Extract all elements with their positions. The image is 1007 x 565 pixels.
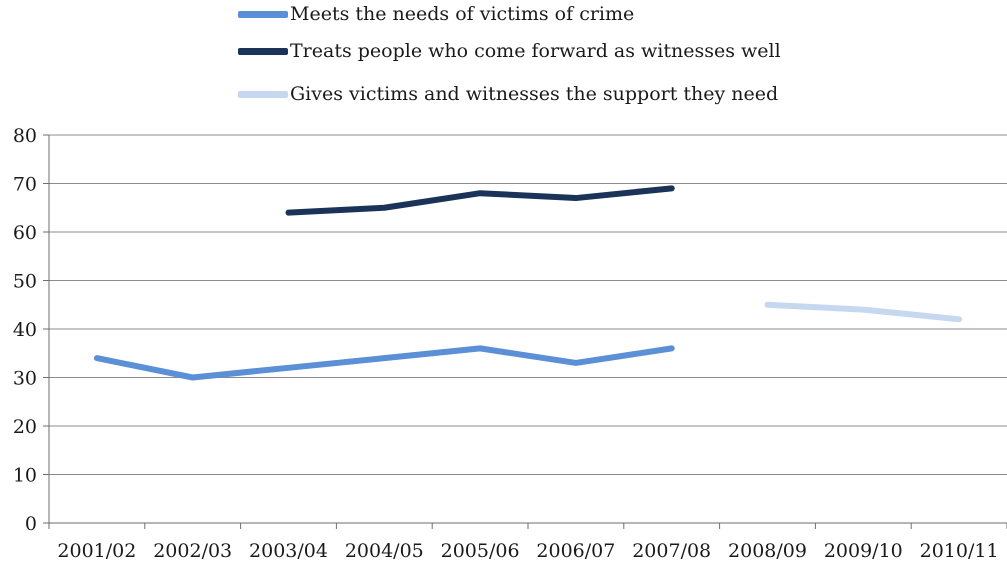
axes <box>43 134 1007 529</box>
legend-item-gives-support: Gives victims and witnesses the support … <box>238 81 778 107</box>
x-tick-label: 2005/06 <box>441 540 520 562</box>
y-tick-label: 80 <box>13 125 37 147</box>
y-tick-label: 20 <box>13 416 37 438</box>
y-tick-label: 40 <box>13 319 37 341</box>
x-tick-label: 2009/10 <box>824 540 903 562</box>
y-tick-label: 30 <box>13 368 37 390</box>
series-lines <box>93 185 963 381</box>
data-point-series-1 <box>285 365 292 371</box>
y-tick-label: 70 <box>13 174 37 196</box>
y-tick-label: 60 <box>13 222 37 244</box>
legend-swatch-gives-support <box>238 90 288 98</box>
series-line-1 <box>93 345 675 381</box>
legend-label-meets-needs: Meets the needs of victims of crime <box>290 3 635 25</box>
y-tick-label: 50 <box>13 271 37 293</box>
data-point-series-3 <box>764 302 771 308</box>
x-tick-label: 2010/11 <box>920 540 999 562</box>
data-point-series-2 <box>669 185 675 191</box>
data-point-series-2 <box>381 205 387 211</box>
legend-item-treats-witnesses: Treats people who come forward as witnes… <box>238 38 781 64</box>
x-tick-label: 2007/08 <box>632 540 711 562</box>
legend-swatch-meets-needs <box>238 10 288 18</box>
legend-item-meets-needs: Meets the needs of victims of crime <box>238 1 634 27</box>
x-tick-label: 2003/04 <box>249 540 328 562</box>
y-tick-label: 0 <box>25 513 37 535</box>
data-point-series-1 <box>190 374 196 381</box>
y-tick-label: 10 <box>13 465 37 487</box>
x-tick-label: 2002/03 <box>153 540 232 562</box>
x-tick-label: 2008/09 <box>728 540 807 562</box>
x-tick-label: 2006/07 <box>536 540 615 562</box>
gridlines <box>49 134 1007 475</box>
data-point-series-1 <box>381 355 387 361</box>
x-tick-label: 2004/05 <box>345 540 424 562</box>
data-point-series-3 <box>956 316 962 322</box>
legend-label-treats-witnesses: Treats people who come forward as witnes… <box>290 40 781 62</box>
data-point-series-1 <box>94 355 100 361</box>
data-point-series-1 <box>669 345 675 351</box>
data-point-series-1 <box>573 360 579 366</box>
legend-swatch-treats-witnesses <box>238 47 288 55</box>
legend-label-gives-support: Gives victims and witnesses the support … <box>290 83 779 105</box>
data-point-series-2 <box>573 195 579 201</box>
x-tick-label: 2001/02 <box>57 540 136 562</box>
data-point-series-3 <box>860 307 866 313</box>
data-point-series-1 <box>477 345 483 351</box>
data-point-series-2 <box>477 190 483 196</box>
tick-labels: 0 10 20 30 40 50 60 70 80 2001/02 2002/03 2003/04 20… <box>13 125 999 562</box>
data-point-series-2 <box>285 210 292 216</box>
